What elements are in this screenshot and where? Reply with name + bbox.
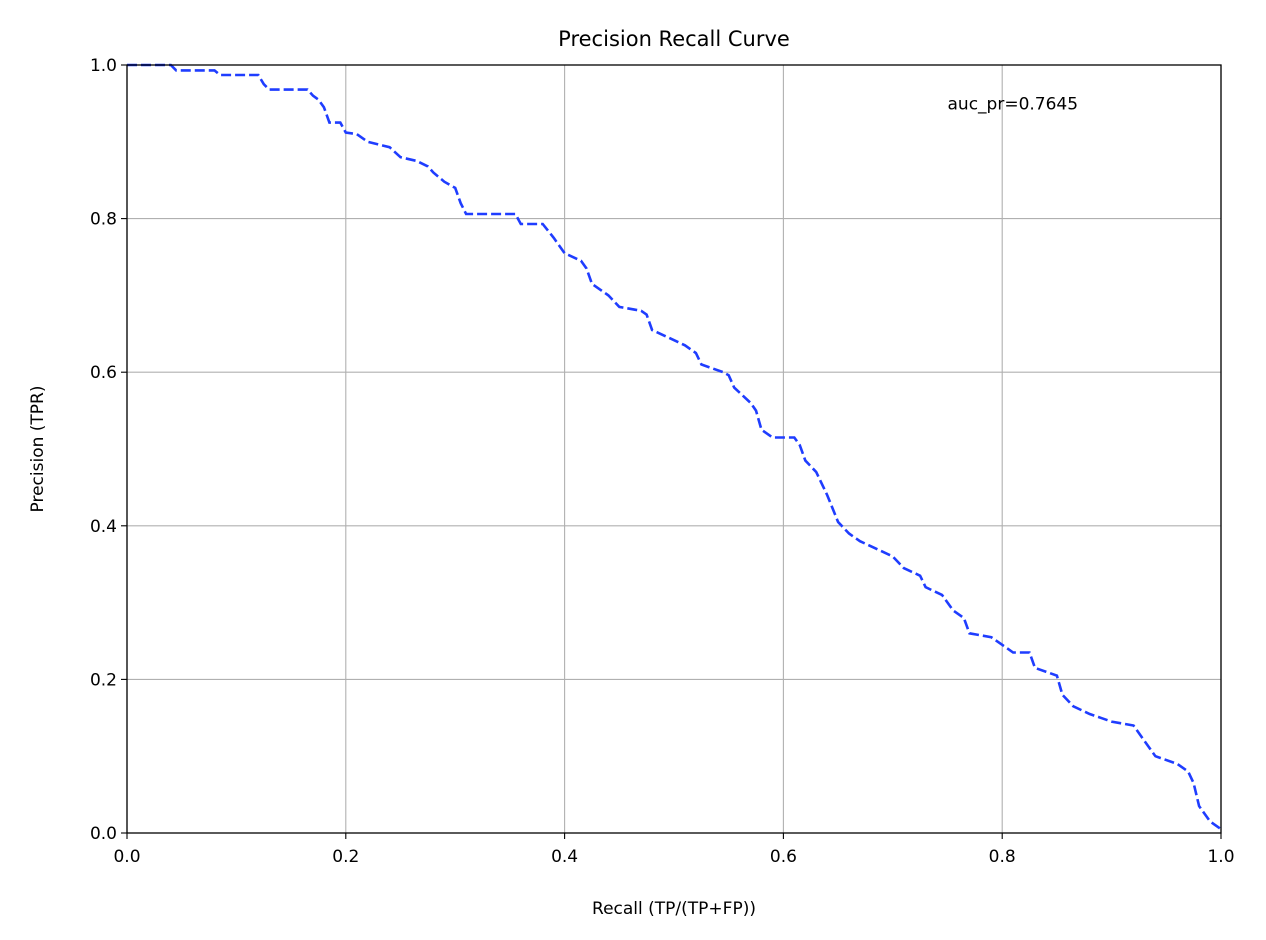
series-layer xyxy=(127,63,1222,831)
x-tick-label: 0.2 xyxy=(332,847,359,867)
auc-annotation: auc_pr=0.7645 xyxy=(948,94,1079,114)
y-tick-label: 0.2 xyxy=(90,670,117,690)
y-tick-label: 1.0 xyxy=(90,56,117,76)
y-tick-label: 0.6 xyxy=(90,363,117,383)
x-tick-label: 1.0 xyxy=(1207,847,1234,867)
x-tick-label: 0.6 xyxy=(770,847,797,867)
y-tick-label: 0.4 xyxy=(90,517,117,537)
y-tick-label: 0.8 xyxy=(90,210,117,230)
plot-frame xyxy=(126,64,1222,834)
ticks: 0.0 0.2 0.4 0.6 0.8 1.0 0.0 0.2 0.4 0.6 0.8 1.0 xyxy=(90,56,1235,867)
x-tick-label: 0.4 xyxy=(551,847,578,867)
x-tick-label: 0.8 xyxy=(989,847,1016,867)
y-axis-label: Precision (TPR) xyxy=(28,386,48,513)
chart-title: Precision Recall Curve xyxy=(558,27,790,51)
y-tick-label: 0.0 xyxy=(90,824,117,844)
x-axis-label: Recall (TP/(TP+FP)) xyxy=(592,899,756,919)
grid xyxy=(126,64,1222,834)
pr-curve-line xyxy=(127,63,1222,831)
x-tick-label: 0.0 xyxy=(113,847,140,867)
